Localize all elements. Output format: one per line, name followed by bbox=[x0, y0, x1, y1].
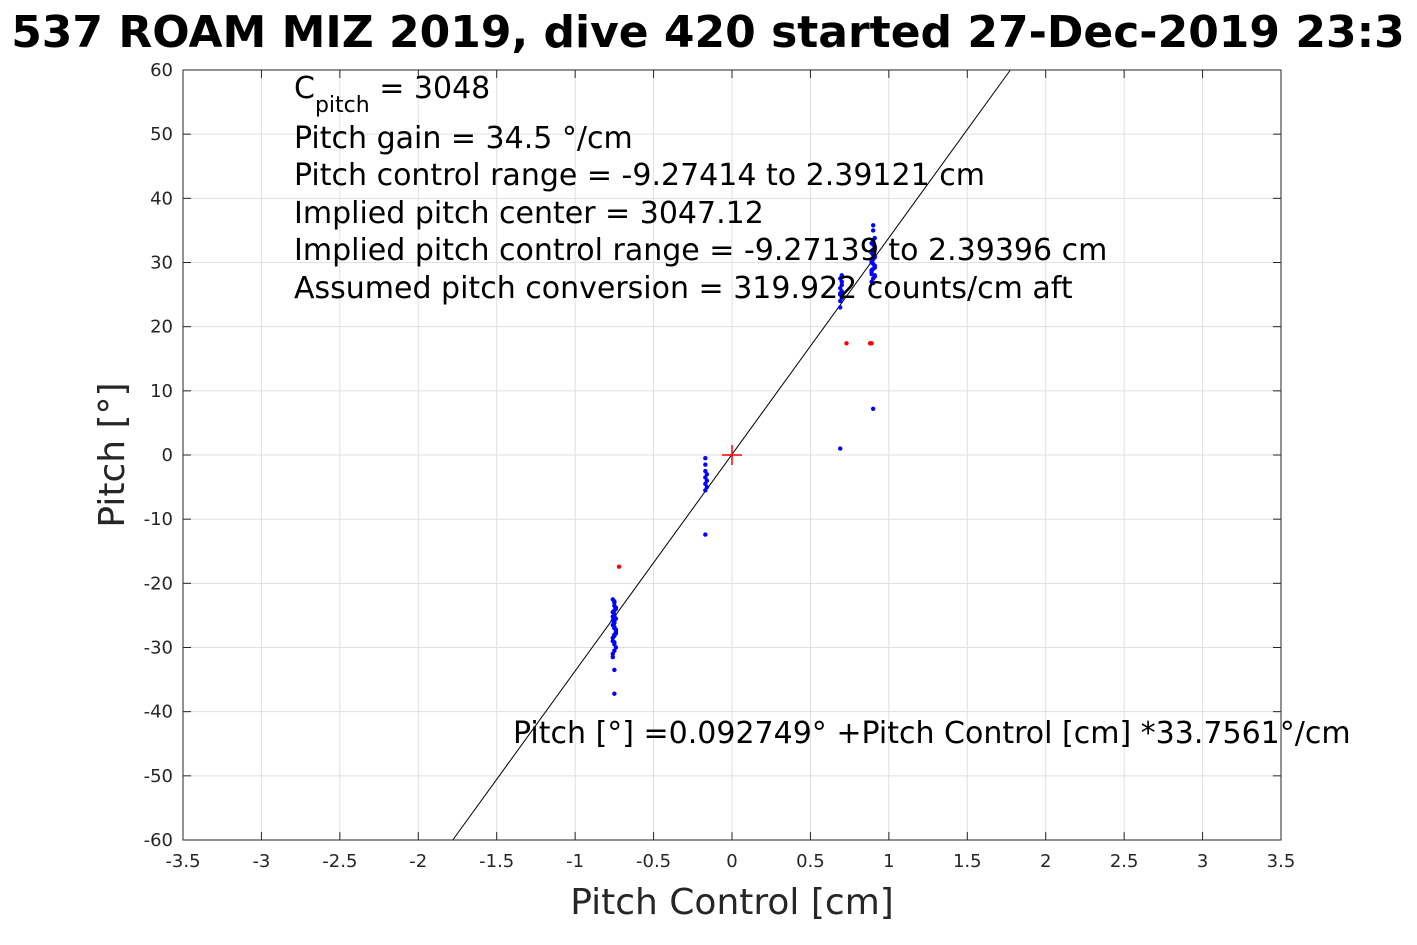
data-point-blue bbox=[839, 282, 844, 288]
data-point-blue bbox=[838, 291, 843, 296]
x-tick-label: 1.5 bbox=[953, 851, 982, 872]
data-point-blue bbox=[612, 691, 617, 696]
y-tick-label: -20 bbox=[144, 573, 173, 594]
y-tick-labels: -60 -50 -40 -30 -20 -10 0 10 20 30 40 50 60 bbox=[144, 60, 1281, 851]
annotation-implied-range: Implied pitch control range = -9.27139 t… bbox=[294, 233, 1107, 268]
y-tick-label: 60 bbox=[150, 60, 173, 81]
x-tick-label: 2.5 bbox=[1110, 851, 1139, 872]
data-point-red bbox=[844, 341, 849, 346]
annotation-cpitch: Cpitch = 3048 bbox=[294, 71, 490, 118]
grid bbox=[182, 69, 1282, 841]
y-tick-label: 20 bbox=[150, 317, 173, 338]
data-point-blue bbox=[870, 223, 876, 228]
data-point-blue bbox=[612, 633, 617, 639]
y-tick-label: 50 bbox=[150, 124, 173, 145]
cpitch-value: = 3048 bbox=[370, 71, 491, 106]
data-point-blue bbox=[870, 261, 876, 266]
data-point-blue bbox=[870, 280, 876, 286]
x-tick-label: 3.5 bbox=[1267, 851, 1296, 872]
y-axis-label: Pitch [°] bbox=[92, 382, 133, 527]
x-tick-label: 1 bbox=[883, 851, 894, 872]
cpitch-symbol: C bbox=[294, 71, 315, 106]
annotation-fit-equation: Pitch [°] =0.092749° +Pitch Control [cm]… bbox=[513, 716, 1351, 751]
data-point-blue bbox=[610, 651, 615, 657]
x-tick-label: 0.5 bbox=[796, 851, 825, 872]
data-point-blue bbox=[612, 608, 617, 613]
x-tick-label: -1 bbox=[566, 851, 584, 872]
annotation-conversion: Assumed pitch conversion = 319.922 count… bbox=[294, 271, 1073, 306]
x-tick-label: 0 bbox=[726, 851, 737, 872]
data-point-blue bbox=[872, 274, 877, 279]
data-point-blue bbox=[612, 599, 617, 604]
x-tick-label: -2.5 bbox=[322, 851, 357, 872]
x-tick-label: -3 bbox=[252, 851, 270, 872]
annotation-pitch-gain: Pitch gain = 34.5 °/cm bbox=[294, 121, 633, 156]
data-point-blue bbox=[839, 273, 844, 278]
data-point-blue bbox=[872, 246, 877, 251]
data-point-blue bbox=[870, 406, 876, 411]
annotation-control-range: Pitch control range = -9.27414 to 2.3912… bbox=[294, 158, 985, 193]
data-point-red bbox=[869, 341, 874, 346]
x-tick-label: -1.5 bbox=[479, 851, 514, 872]
data-point-blue bbox=[870, 228, 876, 233]
x-tick-label: 3 bbox=[1197, 851, 1208, 872]
annotation-implied-center: Implied pitch center = 3047.12 bbox=[294, 196, 764, 231]
data-point-blue bbox=[869, 268, 874, 273]
data-point-blue bbox=[872, 265, 877, 270]
data-point-blue bbox=[869, 271, 874, 277]
data-point-blue bbox=[703, 462, 708, 467]
x-tick-label: 2 bbox=[1040, 851, 1051, 872]
x-tick-label: -0.5 bbox=[636, 851, 671, 872]
y-tick-label: -30 bbox=[144, 638, 173, 659]
x-tick-label: -3.5 bbox=[165, 851, 200, 872]
data-point-blue bbox=[872, 255, 877, 260]
data-point-blue bbox=[838, 446, 843, 451]
data-point-blue bbox=[612, 620, 617, 626]
data-point-blue bbox=[610, 614, 615, 619]
y-tick-label: 30 bbox=[150, 253, 173, 274]
cpitch-subscript: pitch bbox=[315, 93, 370, 118]
y-tick-label: 0 bbox=[162, 445, 173, 466]
data-point-blue bbox=[612, 667, 617, 673]
data-point-blue bbox=[869, 248, 874, 254]
y-tick-label: 10 bbox=[150, 381, 173, 402]
center-marker-layer bbox=[722, 445, 742, 465]
data-point-blue bbox=[612, 640, 617, 645]
data-point-red bbox=[616, 564, 622, 569]
data-point-blue bbox=[613, 627, 619, 632]
chart-title: 537 ROAM MIZ 2019, dive 420 started 27-D… bbox=[11, 7, 1405, 58]
data-point-blue bbox=[872, 235, 877, 241]
data-point-blue bbox=[703, 532, 708, 537]
y-tick-label: -60 bbox=[144, 830, 173, 851]
y-tick-label: -10 bbox=[144, 509, 173, 530]
data-point-blue bbox=[870, 242, 876, 247]
y-tick-label: -40 bbox=[144, 702, 173, 723]
y-tick-label: -50 bbox=[144, 766, 173, 787]
x-tick-label: -2 bbox=[409, 851, 427, 872]
data-point-blue bbox=[838, 305, 843, 310]
data-point-blue bbox=[703, 456, 708, 461]
x-axis-label: Pitch Control [cm] bbox=[570, 882, 894, 923]
data-point-blue bbox=[610, 654, 615, 660]
data-points bbox=[610, 223, 877, 696]
data-point-blue bbox=[703, 488, 708, 493]
y-tick-label: 40 bbox=[150, 188, 173, 209]
x-tick-labels: -3.5 -3 -2.5 -2 -1.5 -1 -0.5 0 0.5 1 1.5 2 2.5 3 3.5 bbox=[165, 70, 1295, 872]
